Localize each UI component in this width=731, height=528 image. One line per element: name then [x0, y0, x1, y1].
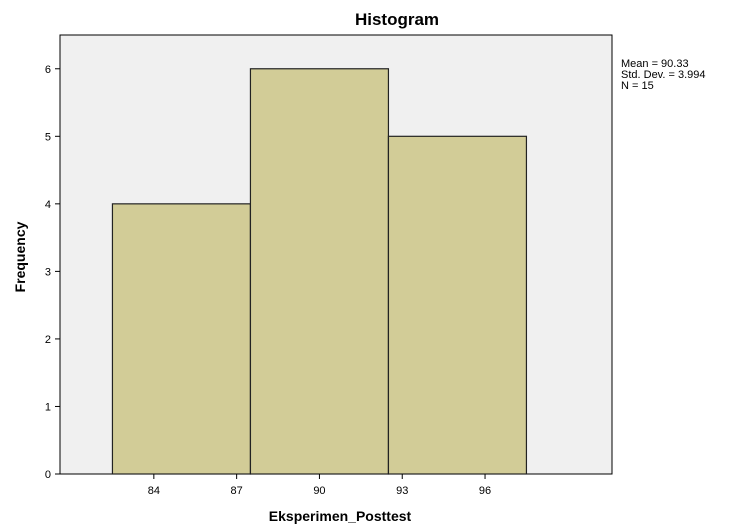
y-tick-label: 4	[45, 199, 51, 211]
x-axis: 84 87 90 93 96	[148, 474, 491, 497]
stats-line: Mean = 90.33	[621, 58, 689, 70]
y-tick-label: 1	[45, 401, 51, 413]
chart-title: Histogram	[355, 10, 439, 29]
y-tick-label: 5	[45, 131, 51, 143]
y-tick-label: 0	[45, 469, 51, 481]
y-axis: 0 1 2 3 4 5 6	[45, 64, 60, 481]
x-tick-label: 96	[479, 485, 491, 497]
stats-line: N = 15	[621, 80, 654, 92]
y-tick-label: 6	[45, 64, 51, 76]
x-tick-label: 93	[396, 485, 408, 497]
x-axis-label: Eksperimen_Posttest	[269, 508, 412, 524]
x-tick-label: 90	[313, 485, 325, 497]
histogram-bar-3	[387, 135, 528, 475]
stats-line: Std. Dev. = 3.994	[621, 69, 706, 81]
bars-group	[111, 68, 528, 475]
y-axis-label: Frequency	[12, 221, 28, 292]
x-tick-label: 87	[231, 485, 243, 497]
histogram-bar-1	[111, 203, 252, 475]
y-tick-label: 3	[45, 266, 51, 278]
x-tick-label: 84	[148, 485, 160, 497]
y-tick-label: 2	[45, 334, 51, 346]
histogram-bar-2	[249, 68, 390, 475]
